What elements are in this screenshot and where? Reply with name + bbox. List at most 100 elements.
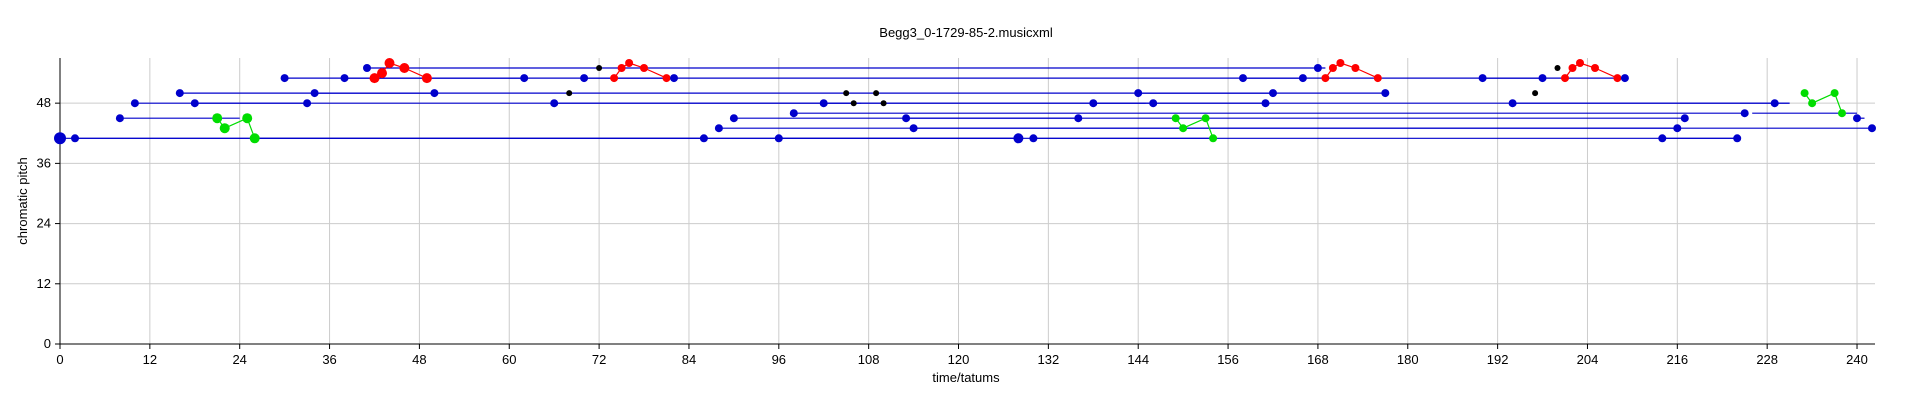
x-tick-label: 72 [592, 352, 606, 367]
note-point [1209, 134, 1218, 143]
note-point [1201, 114, 1210, 123]
note-point [566, 90, 573, 97]
x-tick-label: 132 [1038, 352, 1060, 367]
note-point [1532, 90, 1539, 97]
note-point [670, 74, 678, 83]
note-point [249, 133, 260, 144]
note-point [1740, 109, 1749, 118]
note-point [1808, 99, 1817, 108]
x-tick-label: 120 [948, 352, 970, 367]
note-point [1478, 74, 1487, 83]
note-point [1089, 99, 1098, 108]
note-points [54, 58, 1876, 145]
note-point [1328, 64, 1337, 72]
note-point [242, 113, 253, 124]
note-point [1321, 74, 1330, 83]
grid-lines [59, 58, 1875, 345]
note-point [580, 74, 589, 83]
note-point [175, 89, 184, 98]
note-point [902, 114, 911, 123]
x-tick-label: 96 [772, 352, 786, 367]
x-tick-label: 24 [232, 352, 246, 367]
note-point [1269, 89, 1277, 98]
note-point [1853, 114, 1861, 123]
note-point [1591, 64, 1599, 72]
chart-title: Begg3_0-1729-85-2.musicxml [879, 25, 1053, 40]
note-point [1770, 99, 1779, 108]
y-ticks: 0 12 24 36 48 [37, 95, 60, 351]
note-point [729, 114, 738, 123]
note-point [1800, 89, 1809, 98]
note-point [843, 90, 850, 97]
note-line [216, 117, 256, 139]
note-point [819, 99, 828, 108]
note-point [1313, 64, 1322, 72]
x-tick-label: 204 [1577, 352, 1599, 367]
note-point [340, 74, 349, 83]
note-point [1838, 109, 1846, 118]
x-tick-label: 48 [412, 352, 426, 367]
note-point [1868, 124, 1876, 133]
note-point [1538, 74, 1547, 83]
note-point [1554, 65, 1561, 71]
x-tick-label: 216 [1666, 352, 1688, 367]
note-point [1576, 59, 1584, 67]
note-point [54, 132, 66, 145]
note-point [714, 124, 723, 133]
y-tick-label: 0 [44, 336, 51, 351]
x-tick-label: 240 [1846, 352, 1868, 367]
note-point [430, 89, 439, 98]
note-point [850, 100, 857, 107]
note-point [280, 74, 289, 83]
x-tick-label: 60 [502, 352, 516, 367]
note-point [1620, 74, 1629, 83]
y-tick-label: 12 [37, 276, 51, 291]
note-point [1561, 74, 1569, 83]
note-point [1239, 74, 1247, 83]
y-axis-label: chromatic pitch [15, 157, 30, 244]
note-point [774, 134, 783, 143]
note-point [550, 99, 559, 108]
x-tick-label: 0 [56, 352, 63, 367]
note-point [1381, 89, 1390, 98]
note-point [880, 100, 887, 107]
y-tick-label: 48 [37, 95, 51, 110]
note-point [617, 64, 626, 72]
y-tick-label: 36 [37, 155, 51, 170]
note-point [640, 64, 648, 72]
note-point [1680, 114, 1689, 123]
note-point [384, 58, 395, 68]
note-point [873, 90, 880, 97]
x-tick-label: 168 [1307, 352, 1329, 367]
note-point [1261, 99, 1270, 108]
note-line [1804, 92, 1843, 114]
note-point [399, 63, 410, 73]
x-tick-label: 192 [1487, 352, 1509, 367]
x-axis-label: time/tatums [932, 370, 1000, 385]
note-point [212, 113, 223, 124]
note-point [421, 73, 432, 84]
note-point [596, 65, 603, 71]
note-point [1179, 124, 1188, 133]
x-tick-label: 228 [1756, 352, 1778, 367]
note-point [219, 123, 230, 134]
note-point [130, 99, 139, 108]
x-tick-label: 36 [322, 352, 336, 367]
note-point [909, 124, 918, 133]
x-tick-label: 12 [143, 352, 157, 367]
note-line [1175, 117, 1214, 139]
note-point [1830, 89, 1839, 98]
x-ticks: 0 12 24 36 48 60 72 84 96 108 120 132 144 156 168 180 19… [56, 344, 1868, 367]
note-point [1733, 134, 1742, 143]
note-point [699, 134, 708, 143]
note-point [1613, 74, 1622, 83]
note-point [789, 109, 798, 118]
note-point [369, 73, 380, 84]
note-point [1149, 99, 1158, 108]
note-point [1568, 64, 1577, 72]
note-point [662, 74, 671, 83]
note-point [1658, 134, 1667, 143]
note-point [1074, 114, 1083, 123]
x-tick-label: 144 [1127, 352, 1149, 367]
